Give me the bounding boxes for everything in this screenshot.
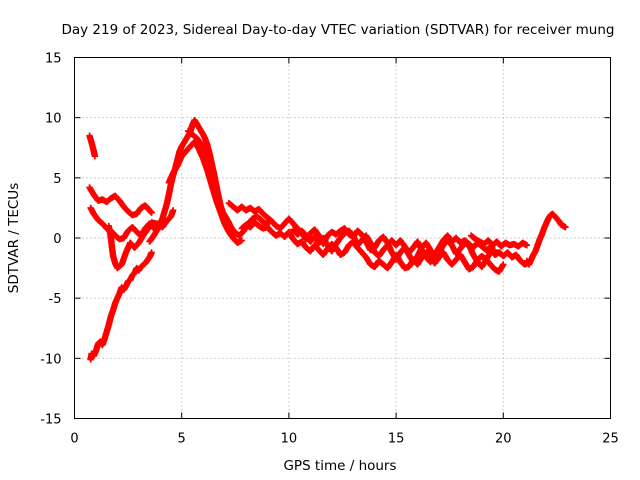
x-tick-label: 0 — [70, 432, 78, 447]
y-axis-label: SDTVAR / TECUs — [6, 183, 22, 293]
axis-ticks — [74, 57, 611, 419]
y-tick-label: -5 — [49, 292, 62, 307]
x-tick-label: 15 — [388, 432, 405, 447]
data-point — [523, 242, 531, 249]
y-tick-label: -10 — [40, 352, 61, 367]
data-series — [86, 116, 569, 363]
y-tick-label: 15 — [45, 52, 62, 67]
series-trace-a — [86, 132, 99, 160]
data-point — [91, 152, 99, 160]
y-tick-label: 10 — [45, 112, 62, 127]
series-trace-b — [86, 184, 155, 219]
tick-labels: 0 5 10 15 20 25 -15 -10 -5 0 5 10 15 — [40, 52, 619, 447]
x-tick-label: 25 — [602, 432, 619, 447]
x-tick-label: 5 — [178, 432, 186, 447]
data-point — [148, 209, 155, 216]
series-trace-h — [184, 127, 273, 239]
series-trace-e — [87, 249, 155, 363]
y-tick-label: 0 — [53, 232, 61, 247]
x-axis-label: GPS time / hours — [283, 458, 396, 474]
x-tick-label: 20 — [495, 432, 512, 447]
data-point — [500, 261, 507, 268]
series-trace-l — [467, 232, 531, 250]
data-point — [238, 237, 245, 244]
data-point — [148, 249, 155, 256]
y-tick-label: -15 — [40, 413, 61, 428]
y-tick-label: 5 — [53, 172, 61, 187]
data-point — [562, 223, 569, 231]
series-trace-k — [289, 226, 533, 268]
chart-title: Day 219 of 2023, Sidereal Day-to-day VTE… — [61, 22, 614, 38]
series-trace-m — [523, 210, 569, 268]
data-point — [169, 207, 177, 214]
x-tick-label: 10 — [281, 432, 298, 447]
